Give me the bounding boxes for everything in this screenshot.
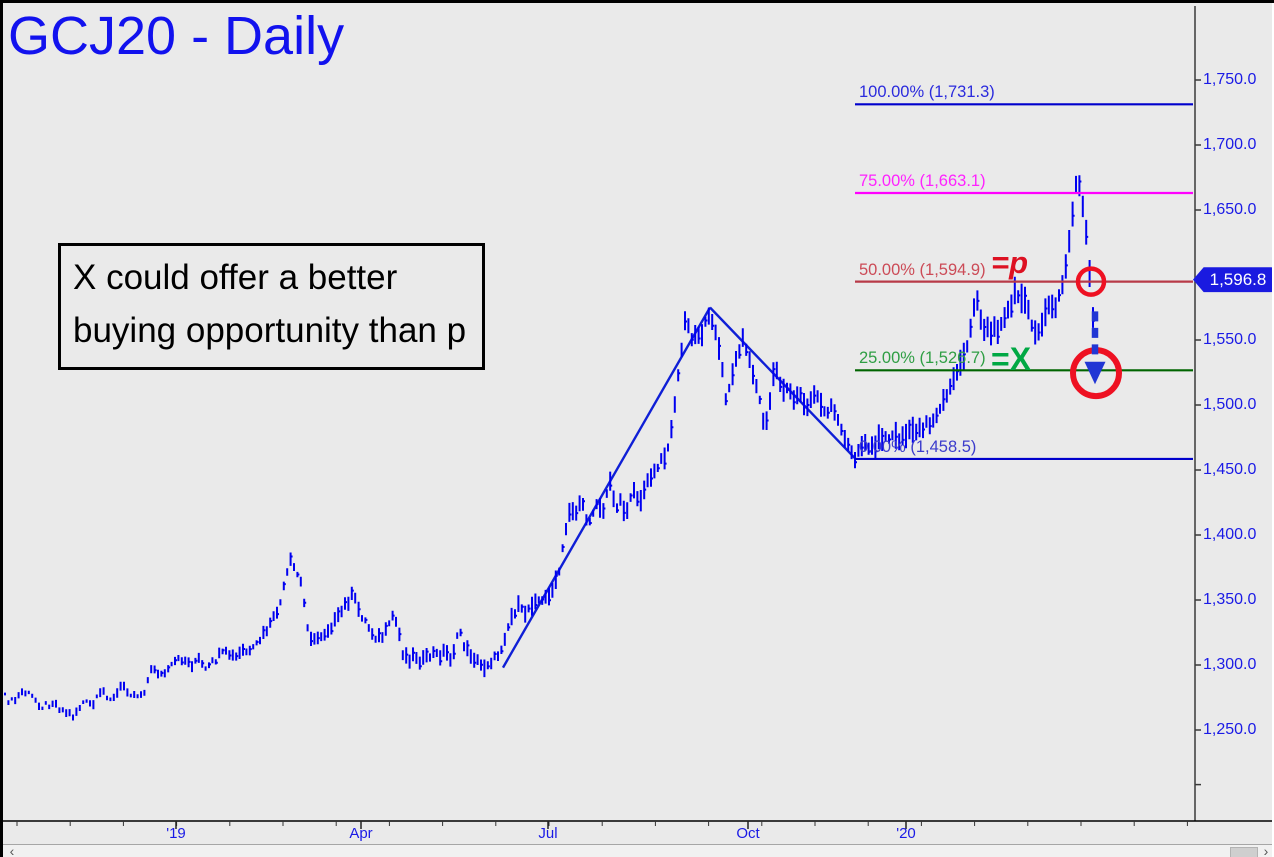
scroll-left-icon: ‹: [9, 843, 15, 857]
time-axis-label: '19: [166, 825, 186, 842]
fib-label-25: 25.00% (1,526.7): [859, 349, 986, 368]
price-axis-label: 1,700.0: [1203, 136, 1257, 153]
time-axis-label: Apr: [349, 825, 373, 842]
scroll-thumb[interactable]: [1230, 847, 1258, 857]
price-axis-label: 1,550.0: [1203, 331, 1257, 348]
window-right-edge: [1272, 3, 1274, 857]
price-axis-label: 1,650.0: [1203, 201, 1257, 218]
time-axis-label: Oct: [736, 825, 760, 842]
chart-canvas: [3, 6, 1274, 829]
price-axis-label: 1,500.0: [1203, 396, 1257, 413]
x-marker-label: =X: [991, 341, 1032, 377]
scroll-right-button[interactable]: ›: [1259, 843, 1273, 857]
price-axis-label: 1,350.0: [1203, 591, 1257, 608]
price-axis-label: 1,300.0: [1203, 656, 1257, 673]
fib-label-50: 50.00% (1,594.9): [859, 260, 986, 279]
price-axis-label: 1,250.0: [1203, 721, 1257, 738]
scrollbar-track[interactable]: ‹ ›: [3, 844, 1274, 857]
p-marker-label: =p: [991, 245, 1029, 280]
page-title: GCJ20 - Daily: [8, 6, 345, 66]
price-axis-label: 1,400.0: [1203, 526, 1257, 543]
scroll-right-icon: ›: [1263, 843, 1269, 857]
price-axis-label: 1,450.0: [1203, 461, 1257, 478]
annotation-box: X could offer a better buying opportunit…: [58, 243, 486, 370]
last-price-badge: 1,596.8: [1193, 267, 1274, 293]
fib-label-0: 0.00% (1,458.5): [859, 437, 977, 456]
fib-label-100: 100.00% (1,731.3): [859, 83, 995, 102]
price-axis-label: 1,750.0: [1203, 71, 1257, 88]
time-axis-label: '20: [896, 825, 916, 842]
fib-label-75: 75.00% (1,663.1): [859, 171, 986, 190]
time-axis-label: Jul: [538, 825, 558, 842]
scroll-left-button[interactable]: ‹: [5, 843, 19, 857]
